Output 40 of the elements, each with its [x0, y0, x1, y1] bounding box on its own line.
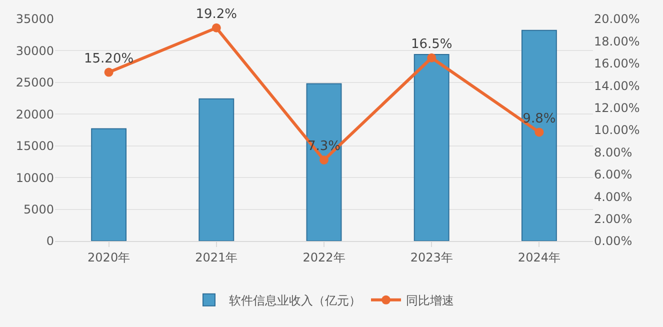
legend-label: 同比增速 [406, 294, 454, 308]
y-tick-label: 15000 [16, 139, 54, 154]
y2-tick-label: 2.00% [594, 212, 632, 226]
y2-tick-label: 4.00% [594, 190, 632, 204]
y2-tick-label: 18.00% [594, 34, 640, 48]
y-tick-label: 20000 [16, 107, 54, 122]
y-tick-label: 25000 [16, 76, 54, 90]
y2-tick-label: 12.00% [594, 101, 640, 115]
bar [198, 98, 234, 241]
data-label: 15.20% [84, 51, 134, 66]
bar [91, 128, 127, 241]
y2-tick-label: 6.00% [594, 168, 632, 182]
point [104, 68, 114, 77]
point [212, 23, 221, 32]
data-label: 19.2% [196, 7, 238, 22]
legend-label: 软件信息业收入（亿元） [229, 294, 361, 308]
point [320, 155, 328, 164]
point [427, 53, 436, 62]
y-tick-label: 5000 [23, 202, 54, 216]
x-tick-label: 2021年 [195, 250, 238, 264]
bar [414, 54, 450, 241]
y2-tick-label: 0.00% [594, 234, 632, 248]
y2-tick-label: 14.00% [594, 78, 640, 93]
y2-tick-label: 8.00% [594, 145, 632, 160]
y-tick-label: 30000 [16, 44, 54, 58]
x-tick-label: 2024年 [518, 250, 560, 264]
y-tick-label: 10000 [16, 170, 54, 185]
x-tick-label: 2023年 [410, 250, 453, 264]
y2-tick-label: 20.00% [594, 12, 640, 26]
x-tick-label: 2022年 [302, 250, 346, 264]
y-tick-label: 35000 [16, 12, 54, 26]
bar [521, 30, 557, 241]
y2-tick-label: 16.00% [594, 56, 640, 71]
data-label: 16.5% [410, 36, 452, 52]
y-tick-label: 0 [46, 234, 54, 248]
point [534, 128, 544, 137]
data-label: 9.8% [522, 111, 556, 126]
x-tick-label: 2020年 [88, 250, 130, 264]
bar [306, 83, 342, 241]
y2-tick-label: 10.00% [594, 123, 640, 138]
